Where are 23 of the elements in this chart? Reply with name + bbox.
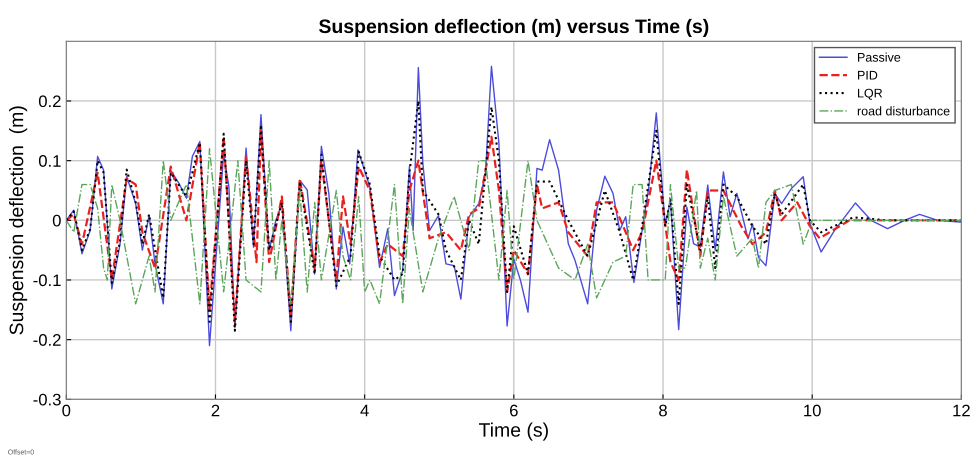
y-tick-label: -0.3	[33, 394, 61, 406]
line-series	[66, 66, 962, 346]
y-tick-label: 0.2	[38, 95, 61, 108]
y-tick-label: -0.2	[33, 334, 61, 346]
legend-label: PID	[858, 70, 878, 80]
y-tick-label: 0.1	[38, 155, 61, 167]
x-tick-label: 0	[62, 404, 70, 416]
y-tick-label: -0.1	[33, 274, 61, 286]
x-tick-label: 8	[659, 404, 667, 416]
x-axis-title: Time (s)	[478, 422, 548, 441]
legend-label: road disturbance	[858, 106, 950, 116]
x-tick-label: 10	[804, 404, 821, 416]
line-series	[66, 130, 962, 323]
legend-label: LQR	[858, 88, 882, 100]
x-tick-label: 4	[360, 404, 369, 416]
legend-label: Passive	[858, 52, 900, 62]
y-tick-label: 0	[52, 214, 61, 227]
chart-title: Suspension deflection (m) versus Time (s)	[319, 18, 708, 38]
x-tick-label: 12	[953, 404, 970, 416]
line-series	[66, 148, 962, 305]
x-tick-label: 2	[212, 404, 220, 416]
x-tick-label: 6	[510, 404, 518, 416]
y-axis-title: Suspension deflection (m)	[9, 106, 28, 335]
